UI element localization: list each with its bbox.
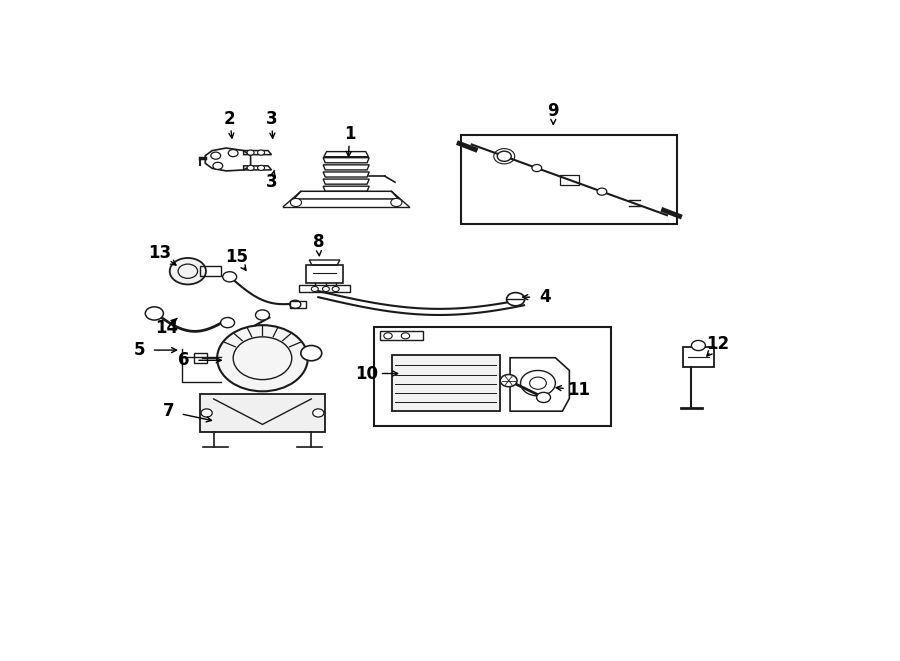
Circle shape: [213, 163, 222, 169]
Circle shape: [391, 198, 402, 206]
Circle shape: [211, 152, 220, 159]
Circle shape: [256, 310, 269, 320]
Text: 5: 5: [133, 341, 145, 359]
Text: 9: 9: [547, 102, 559, 120]
Circle shape: [520, 370, 555, 396]
Text: 6: 6: [178, 351, 189, 369]
Text: 7: 7: [163, 402, 174, 420]
Circle shape: [201, 409, 212, 417]
Circle shape: [229, 149, 238, 157]
Text: 4: 4: [539, 288, 551, 306]
Circle shape: [322, 286, 329, 292]
Circle shape: [401, 332, 410, 339]
Circle shape: [145, 307, 164, 320]
Circle shape: [291, 198, 302, 206]
Bar: [200, 394, 325, 432]
Circle shape: [532, 165, 542, 172]
Text: 8: 8: [312, 233, 324, 251]
Bar: [201, 266, 221, 276]
Circle shape: [248, 150, 254, 155]
Circle shape: [290, 300, 301, 308]
Text: 10: 10: [356, 364, 379, 383]
Text: 12: 12: [706, 335, 730, 353]
Bar: [392, 355, 500, 411]
Circle shape: [383, 332, 392, 339]
Circle shape: [220, 317, 235, 328]
Circle shape: [507, 293, 525, 306]
Text: 13: 13: [148, 245, 172, 262]
Circle shape: [217, 325, 308, 391]
Circle shape: [248, 165, 254, 171]
Bar: [374, 327, 611, 426]
Text: 1: 1: [344, 126, 356, 143]
Text: 2: 2: [224, 110, 236, 128]
Circle shape: [597, 188, 607, 195]
Circle shape: [257, 165, 265, 171]
Text: 15: 15: [225, 249, 248, 266]
Circle shape: [170, 258, 206, 284]
Circle shape: [332, 286, 339, 292]
Circle shape: [500, 375, 517, 387]
Circle shape: [691, 340, 706, 350]
Circle shape: [536, 393, 551, 403]
Bar: [194, 353, 207, 364]
Circle shape: [301, 346, 322, 361]
Circle shape: [312, 409, 324, 417]
Text: 3: 3: [266, 110, 277, 128]
Text: 3: 3: [266, 173, 277, 191]
Text: 14: 14: [156, 319, 178, 336]
Circle shape: [222, 272, 237, 282]
Text: 11: 11: [567, 381, 590, 399]
Circle shape: [311, 286, 319, 292]
Circle shape: [257, 150, 265, 155]
Bar: [461, 136, 678, 224]
Bar: [291, 301, 306, 308]
Circle shape: [498, 151, 511, 161]
